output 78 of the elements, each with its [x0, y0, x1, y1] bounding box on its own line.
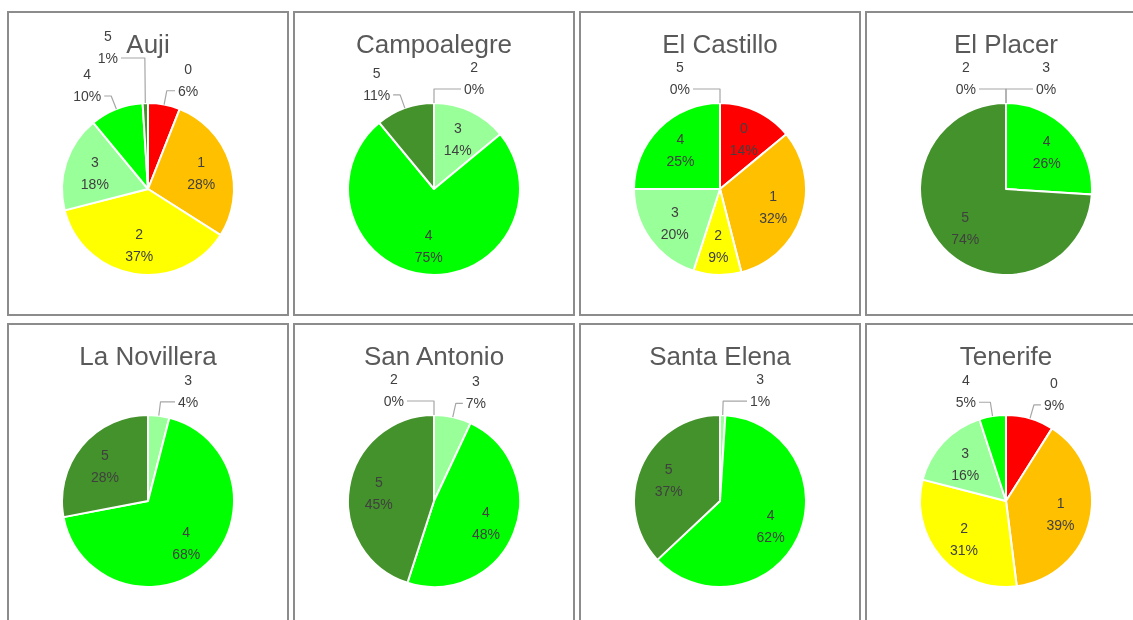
data-label: 16% — [951, 466, 980, 483]
text: 0% — [464, 81, 485, 97]
data-label: 39% — [1046, 517, 1075, 534]
chart-title: Auji — [126, 29, 170, 59]
data-label: 74% — [951, 231, 980, 248]
text: 0% — [955, 81, 976, 97]
chart-title: El Placer — [953, 29, 1059, 59]
slice-label: 3 — [184, 371, 193, 388]
slice-label: 5 — [101, 447, 110, 464]
data-label: 48% — [471, 525, 500, 542]
data-label: 32% — [759, 210, 788, 227]
data-label: 6% — [178, 82, 199, 99]
data-label: 45% — [364, 496, 393, 513]
data-label: 7% — [465, 395, 487, 412]
category-label: 2 — [389, 371, 398, 387]
slice-label: 3 — [90, 153, 99, 170]
data-label: 11% — [363, 86, 391, 103]
data-label: 26% — [1032, 154, 1061, 171]
slice-label: 1 — [197, 153, 206, 170]
data-label: 1% — [97, 50, 118, 67]
slice-label: 4 — [482, 503, 491, 520]
slice-label: 3 — [670, 203, 679, 220]
chart-title: Santa Elena — [649, 341, 792, 371]
data-label: 9% — [1043, 396, 1065, 413]
category-label: 2 — [470, 59, 479, 75]
data-label: 68% — [172, 545, 201, 562]
category-label: 3 — [1042, 59, 1051, 75]
data-label: 28% — [187, 175, 216, 192]
slice-label: 0 — [739, 120, 748, 137]
data-label: 37% — [125, 248, 154, 265]
slice-label: 4 — [961, 372, 970, 389]
chart-title: Campoalegre — [355, 29, 513, 59]
text: 0% — [383, 393, 404, 409]
slice-label: 5 — [664, 460, 673, 477]
slice-label: 4 — [676, 131, 685, 148]
data-label: 1% — [750, 393, 771, 410]
data-label: 62% — [756, 528, 785, 545]
data-label: 37% — [654, 482, 683, 499]
data-label: 9% — [708, 248, 729, 265]
slice-label: 1 — [1056, 495, 1065, 512]
slice-label: 5 — [374, 474, 383, 491]
slice-label: 4 — [424, 226, 433, 243]
chart-title: San Antonio — [363, 341, 505, 371]
data-label: 20% — [660, 225, 689, 242]
slice-label: 3 — [961, 444, 970, 461]
chart-title: Tenerife — [959, 341, 1053, 371]
data-label: 4% — [178, 393, 199, 410]
slice-label: 3 — [472, 373, 481, 390]
data-label: 5% — [955, 394, 976, 411]
data-label: 18% — [80, 175, 109, 192]
category-label: 5 — [675, 59, 684, 75]
slice-label: 3 — [756, 371, 765, 388]
category-label: 2 — [961, 59, 970, 75]
slice-label: 4 — [83, 66, 92, 83]
slice-label: 0 — [184, 60, 193, 77]
slice-label: 5 — [103, 28, 112, 45]
data-label: 28% — [90, 469, 119, 486]
data-label: 14% — [443, 142, 472, 159]
text: 0% — [1036, 81, 1057, 97]
slice-label: 4 — [766, 506, 775, 523]
slice-label: 5 — [961, 209, 970, 226]
chart-title: El Castillo — [662, 29, 778, 59]
slice-label: 2 — [960, 519, 969, 536]
slice-label: 1 — [769, 188, 778, 205]
slice-label: 5 — [372, 64, 381, 81]
data-label: 10% — [73, 88, 102, 105]
data-label: 31% — [950, 541, 979, 558]
data-label: 14% — [729, 142, 758, 159]
slice-label: 4 — [1042, 132, 1051, 149]
data-label: 75% — [414, 248, 443, 265]
slice-label: 2 — [135, 226, 144, 243]
slice-label: 3 — [453, 120, 462, 137]
data-label: 25% — [666, 153, 695, 170]
slice-label: 0 — [1050, 374, 1059, 391]
slice-label: 2 — [714, 226, 723, 243]
slice-label: 4 — [182, 523, 191, 540]
chart-title: La Novillera — [79, 341, 218, 371]
text: 0% — [669, 81, 690, 97]
